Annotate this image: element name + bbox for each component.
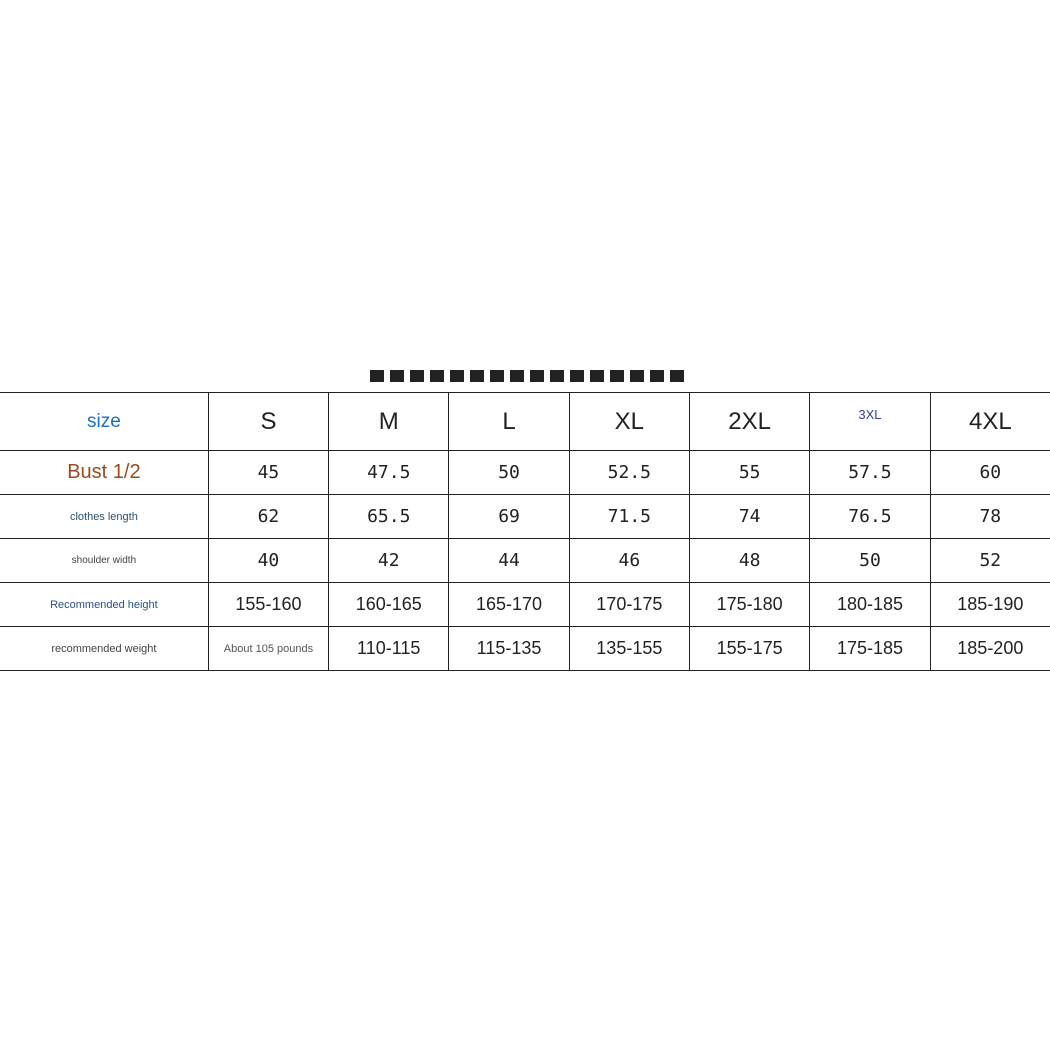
- table-row: shoulder width 40 42 44 46 48 50 52: [0, 538, 1050, 583]
- value-cell: 185-190: [929, 582, 1050, 627]
- value-cell: 74: [688, 494, 811, 539]
- value-cell: 71.5: [568, 494, 691, 539]
- row-label: size: [0, 392, 209, 451]
- cropped-title: [370, 366, 690, 383]
- value-cell: 69: [448, 494, 570, 539]
- value-cell: 115-135: [448, 626, 570, 671]
- table-row: recommended weight About 105 pounds 110-…: [0, 626, 1050, 671]
- value-cell: 46: [568, 538, 691, 583]
- size-cell: 4XL: [929, 392, 1050, 451]
- value-cell: 44: [448, 538, 570, 583]
- value-cell: 60: [929, 450, 1050, 495]
- size-cell: XL: [568, 392, 691, 451]
- row-label: Recommended height: [0, 582, 209, 627]
- value-cell: 62: [207, 494, 330, 539]
- value-cell: 110-115: [328, 626, 450, 671]
- size-cell: 3XL: [809, 392, 931, 451]
- row-label: clothes length: [0, 494, 209, 539]
- value-cell: 76.5: [809, 494, 931, 539]
- value-cell: 50: [809, 538, 931, 583]
- value-cell: 175-180: [688, 582, 811, 627]
- value-cell: 50: [448, 450, 570, 495]
- row-label: Bust 1/2: [0, 450, 209, 495]
- value-cell: About 105 pounds: [207, 626, 330, 671]
- value-cell: 57.5: [809, 450, 931, 495]
- value-cell: 175-185: [809, 626, 931, 671]
- value-cell: 45: [207, 450, 330, 495]
- table-row: Recommended height 155-160 160-165 165-1…: [0, 582, 1050, 627]
- value-cell: 48: [688, 538, 811, 583]
- value-cell: 185-200: [929, 626, 1050, 671]
- size-cell: S: [207, 392, 330, 451]
- value-cell: 170-175: [568, 582, 691, 627]
- table-header-row: size S M L XL 2XL 3XL 4XL: [0, 392, 1050, 451]
- size-cell: 2XL: [688, 392, 811, 451]
- value-cell: 52.5: [568, 450, 691, 495]
- value-cell: 40: [207, 538, 330, 583]
- size-cell: L: [448, 392, 570, 451]
- value-cell: 78: [929, 494, 1050, 539]
- table-row: clothes length 62 65.5 69 71.5 74 76.5 7…: [0, 494, 1050, 539]
- table-row: Bust 1/2 45 47.5 50 52.5 55 57.5 60: [0, 450, 1050, 495]
- size-chart-table: size S M L XL 2XL 3XL 4XL Bust 1/2 45 47…: [0, 392, 1050, 671]
- value-cell: 52: [929, 538, 1050, 583]
- value-cell: 155-175: [688, 626, 811, 671]
- value-cell: 42: [328, 538, 450, 583]
- value-cell: 160-165: [328, 582, 450, 627]
- value-cell: 135-155: [568, 626, 691, 671]
- value-cell: 65.5: [328, 494, 450, 539]
- size-cell: M: [328, 392, 450, 451]
- value-cell: 155-160: [207, 582, 330, 627]
- row-label: shoulder width: [0, 538, 209, 583]
- value-cell: 180-185: [809, 582, 931, 627]
- value-cell: 47.5: [328, 450, 450, 495]
- row-label: recommended weight: [0, 626, 209, 671]
- value-cell: 165-170: [448, 582, 570, 627]
- value-cell: 55: [688, 450, 811, 495]
